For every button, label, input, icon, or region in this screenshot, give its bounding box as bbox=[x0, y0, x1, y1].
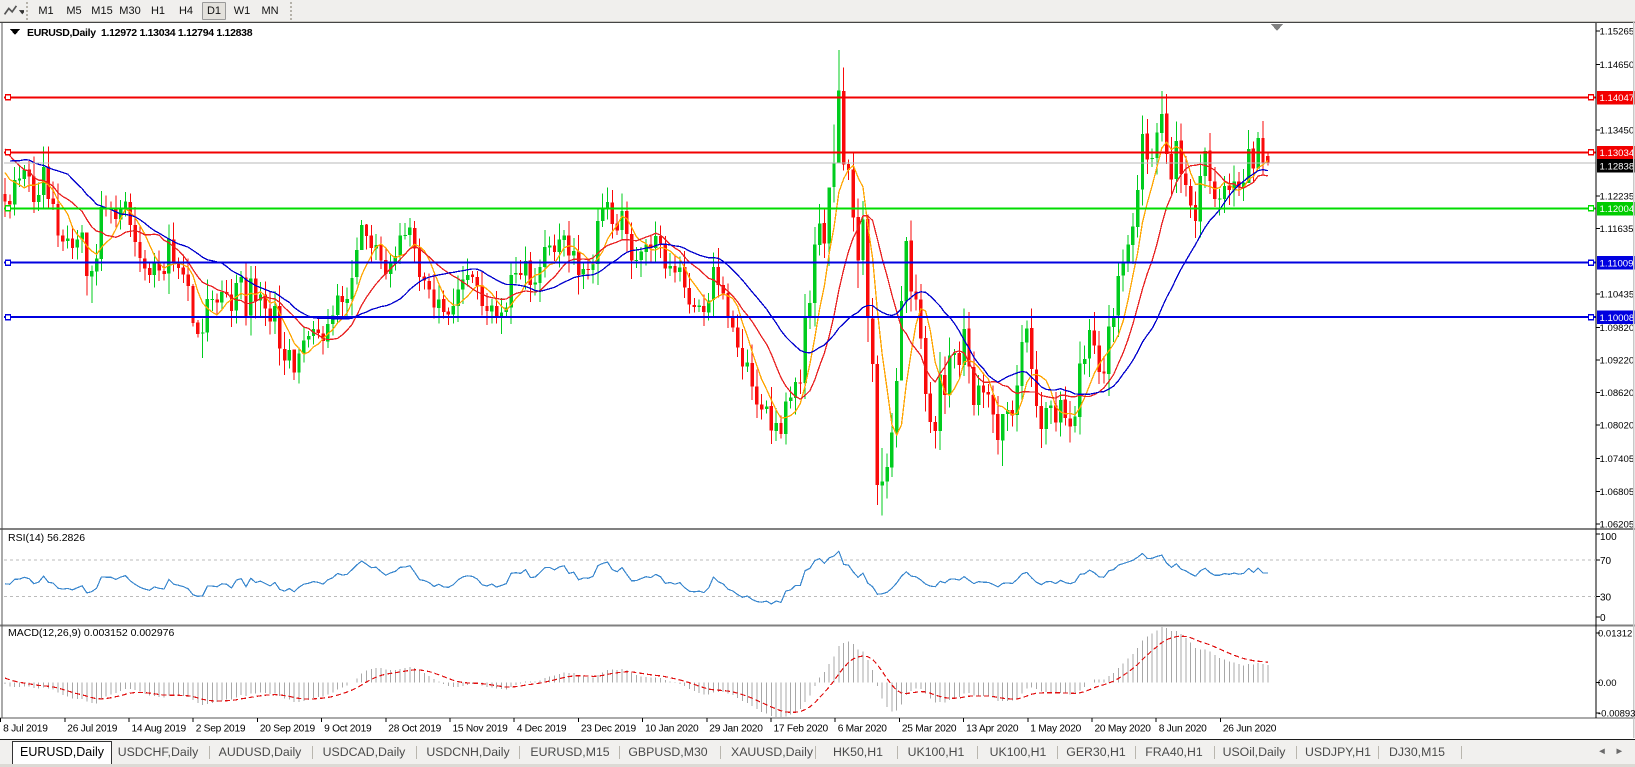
svg-text:1.09220: 1.09220 bbox=[1600, 355, 1635, 366]
svg-text:1.13450: 1.13450 bbox=[1600, 125, 1635, 136]
svg-text:1.06205: 1.06205 bbox=[1600, 520, 1635, 531]
svg-text:1.15265: 1.15265 bbox=[1600, 27, 1635, 38]
svg-text:1.14650: 1.14650 bbox=[1600, 60, 1635, 71]
svg-text:20 Sep 2019: 20 Sep 2019 bbox=[260, 724, 316, 735]
svg-text:1.12235: 1.12235 bbox=[1600, 191, 1635, 202]
svg-text:4 Dec 2019: 4 Dec 2019 bbox=[517, 724, 567, 735]
svg-text:1.09820: 1.09820 bbox=[1600, 323, 1635, 334]
svg-text:70: 70 bbox=[1600, 556, 1612, 567]
svg-text:8 Jul 2019: 8 Jul 2019 bbox=[3, 724, 48, 735]
svg-text:6 Mar 2020: 6 Mar 2020 bbox=[838, 724, 888, 735]
svg-text:1.12004: 1.12004 bbox=[1600, 204, 1635, 215]
svg-text:10 Jan 2020: 10 Jan 2020 bbox=[645, 724, 699, 735]
svg-text:14 Aug 2019: 14 Aug 2019 bbox=[132, 724, 187, 735]
svg-text:23 Dec 2019: 23 Dec 2019 bbox=[581, 724, 637, 735]
svg-text:2 Sep 2019: 2 Sep 2019 bbox=[196, 724, 246, 735]
svg-text:-0.00893: -0.00893 bbox=[1598, 709, 1635, 720]
svg-text:RSI(14) 56.2826: RSI(14) 56.2826 bbox=[8, 532, 85, 544]
svg-text:1.14047: 1.14047 bbox=[1600, 93, 1635, 104]
svg-text:30: 30 bbox=[1600, 592, 1612, 603]
svg-text:1.07405: 1.07405 bbox=[1600, 454, 1635, 465]
svg-text:1 May 2020: 1 May 2020 bbox=[1030, 724, 1081, 735]
svg-text:EURUSD,Daily 1.12972 1.13034: EURUSD,Daily 1.12972 1.13034 1.12794 1.1… bbox=[27, 27, 253, 39]
svg-text:1.08020: 1.08020 bbox=[1600, 421, 1635, 432]
svg-text:1.06805: 1.06805 bbox=[1600, 487, 1635, 498]
svg-text:28 Oct 2019: 28 Oct 2019 bbox=[388, 724, 441, 735]
svg-text:20 May 2020: 20 May 2020 bbox=[1095, 724, 1152, 735]
svg-text:1.10435: 1.10435 bbox=[1600, 289, 1635, 300]
svg-text:15 Nov 2019: 15 Nov 2019 bbox=[453, 724, 509, 735]
svg-text:1.12838: 1.12838 bbox=[1600, 161, 1635, 172]
svg-text:1.10008: 1.10008 bbox=[1600, 313, 1635, 324]
svg-text:100: 100 bbox=[1600, 532, 1617, 543]
svg-text:13 Apr 2020: 13 Apr 2020 bbox=[966, 724, 1019, 735]
svg-text:26 Jul 2019: 26 Jul 2019 bbox=[67, 724, 118, 735]
svg-text:MACD(12,26,9) 0.003152 0.00297: MACD(12,26,9) 0.003152 0.002976 bbox=[8, 627, 175, 639]
svg-text:8 Jun 2020: 8 Jun 2020 bbox=[1159, 724, 1207, 735]
svg-text:1.13034: 1.13034 bbox=[1600, 148, 1635, 159]
svg-text:1.11635: 1.11635 bbox=[1600, 224, 1634, 235]
svg-text:9 Oct 2019: 9 Oct 2019 bbox=[324, 724, 372, 735]
svg-text:26 Jun 2020: 26 Jun 2020 bbox=[1223, 724, 1277, 735]
svg-text:1.08620: 1.08620 bbox=[1600, 388, 1635, 399]
svg-text:25 Mar 2020: 25 Mar 2020 bbox=[902, 724, 957, 735]
svg-text:0: 0 bbox=[1600, 613, 1606, 624]
svg-text:17 Feb 2020: 17 Feb 2020 bbox=[774, 724, 829, 735]
svg-text:29 Jan 2020: 29 Jan 2020 bbox=[709, 724, 763, 735]
svg-text:0.00: 0.00 bbox=[1598, 678, 1617, 689]
svg-text:1.11009: 1.11009 bbox=[1600, 258, 1634, 269]
svg-text:0.01312: 0.01312 bbox=[1598, 629, 1632, 640]
